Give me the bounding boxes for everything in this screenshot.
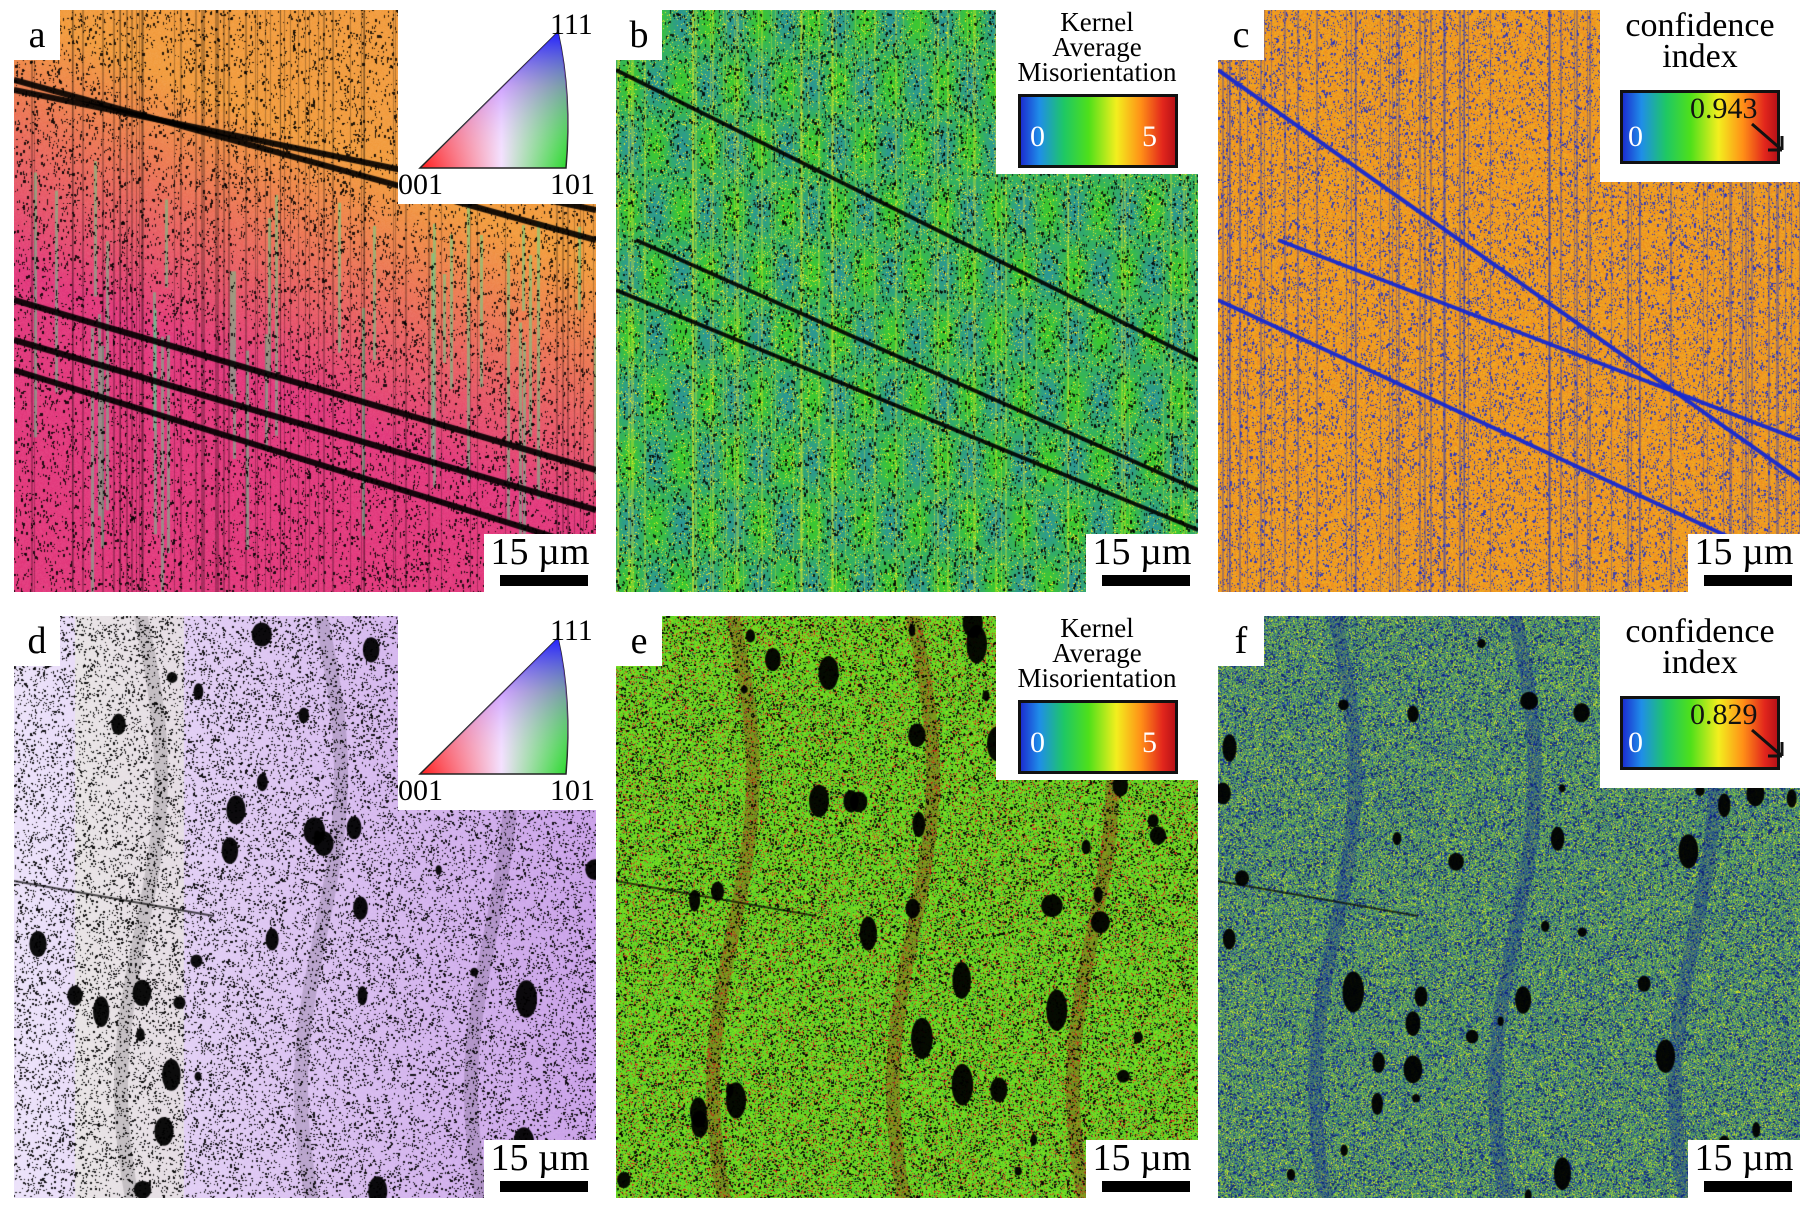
colorbar-gradient [1620,696,1780,770]
colorbar-max: 5 [1142,726,1157,759]
colorbar-min: 0 [1030,726,1045,759]
ci-map-panel-f: f confidence index 0 0.829 15 µm [1218,616,1800,1198]
scale-bar: 15 µm [1086,1137,1198,1198]
colorbar-max: 5 [1142,120,1157,153]
kam-colorbar-legend: Kernel Average Misorientation 0 5 [996,616,1198,780]
colorbar-title-line: Misorientation [1017,57,1177,87]
colorbar-title-line: index [1662,644,1738,681]
scale-bar-label: 15 µm [1694,531,1794,573]
ci-colorbar-legend: confidence index 0 0.943 [1600,10,1800,182]
colorbar-title: confidence index [1600,10,1800,75]
colorbar-title-line: Kernel [1060,10,1134,37]
scale-bar-line [1102,1181,1190,1192]
ci-map-panel-c: c confidence index 0 0.943 15 µm [1218,10,1800,592]
ipf-map-panel-a: a 111 001 101 15 µm [14,10,596,592]
panel-label: f [1218,616,1264,666]
ci-colorbar-legend: confidence index 0 0.829 [1600,616,1800,788]
scale-bar-line [500,575,588,586]
ipf-corner-101: 101 [550,168,595,201]
panel-label: a [14,10,60,60]
ipf-triangle-icon [418,636,569,775]
colorbar-value: 0.943 [1690,92,1758,125]
ipf-map-panel-d: d 111 001 101 15 µm [14,616,596,1198]
colorbar-title: Kernel Average Misorientation [996,10,1198,87]
ipf-corner-101: 101 [550,774,595,807]
panel-label: e [616,616,662,666]
ipf-corner-111: 111 [550,616,593,647]
scale-bar-label: 15 µm [490,531,590,573]
colorbar-title-line: Average [1052,32,1142,62]
ipf-triangle-icon [418,30,569,169]
arrow-marker-icon [1751,728,1784,758]
scale-bar: 15 µm [1688,531,1800,592]
scale-bar-line [1102,575,1190,586]
scale-bar-label: 15 µm [1092,531,1192,573]
colorbar-min: 0 [1628,120,1643,153]
scale-bar-label: 15 µm [490,1137,590,1179]
scale-bar: 15 µm [1086,531,1198,592]
colorbar-min: 0 [1030,120,1045,153]
panel-label: b [616,10,662,60]
kam-map-panel-b: b Kernel Average Misorientation 0 5 15 µ… [616,10,1198,592]
colorbar-min: 0 [1628,726,1643,759]
colorbar-title-line: confidence [1625,10,1775,44]
colorbar-title-line: confidence [1625,616,1775,650]
colorbar-gradient [1018,94,1178,168]
scale-bar-label: 15 µm [1092,1137,1192,1179]
scale-bar: 15 µm [1688,1137,1800,1198]
scale-bar: 15 µm [484,531,596,592]
ipf-corner-001: 001 [398,774,443,807]
colorbar-title: confidence index [1600,616,1800,681]
colorbar-value: 0.829 [1690,698,1758,731]
ipf-corner-001: 001 [398,168,443,201]
colorbar-gradient [1018,700,1178,774]
colorbar-title-line: Misorientation [1017,663,1177,693]
kam-colorbar-legend: Kernel Average Misorientation 0 5 [996,10,1198,174]
colorbar-title-line: Average [1052,638,1142,668]
colorbar-title: Kernel Average Misorientation [996,616,1198,693]
scale-bar-line [500,1181,588,1192]
ipf-color-key: 111 001 101 [398,616,596,810]
scale-bar-line [1704,1181,1792,1192]
colorbar-title-line: Kernel [1060,616,1134,643]
panel-label: d [14,616,60,666]
panel-label: c [1218,10,1264,60]
ipf-color-key: 111 001 101 [398,10,596,204]
scale-bar: 15 µm [484,1137,596,1198]
colorbar-title-line: index [1662,38,1738,75]
scale-bar-label: 15 µm [1694,1137,1794,1179]
arrow-marker-icon [1751,122,1784,152]
scale-bar-line [1704,575,1792,586]
ipf-corner-111: 111 [550,10,593,41]
kam-map-panel-e: e Kernel Average Misorientation 0 5 15 µ… [616,616,1198,1198]
